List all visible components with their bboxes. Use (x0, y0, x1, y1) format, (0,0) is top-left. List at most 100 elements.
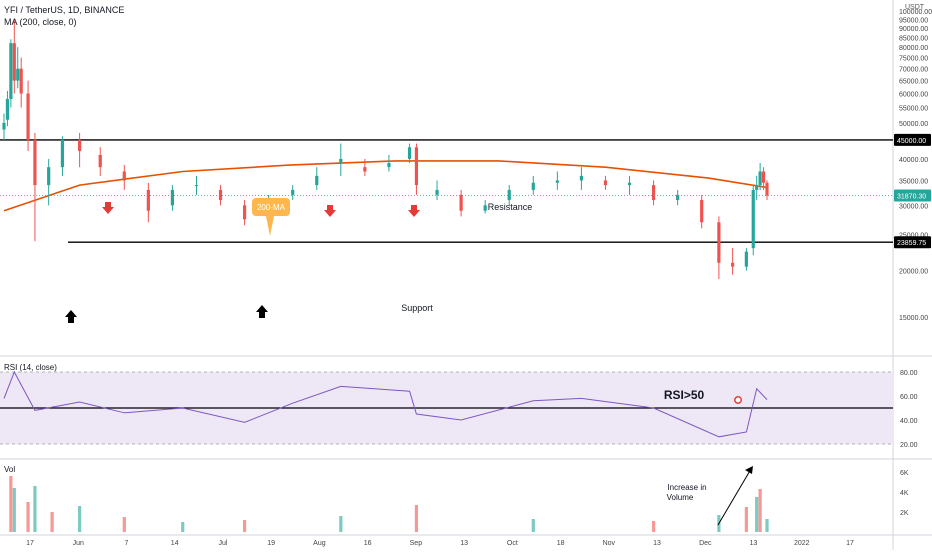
x-tick-label: 18 (557, 540, 565, 547)
volume-bar (758, 489, 762, 532)
volume-bar (651, 521, 656, 532)
candle-body (9, 43, 13, 100)
x-tick-label: 17 (846, 540, 854, 547)
volume-bar (414, 505, 419, 532)
rsi-tick-label: 20.00 (900, 442, 918, 449)
candle-body (16, 68, 20, 81)
price-tick-label: 15000.00 (899, 315, 928, 322)
resistance-price-badge (894, 133, 931, 146)
ma-callout-pointer (266, 216, 274, 236)
candle-body (26, 93, 30, 140)
volume-tick-label: 6K (900, 470, 909, 477)
x-tick-label: 13 (653, 540, 661, 547)
x-tick-label: Jun (73, 540, 84, 547)
volume-bar (755, 497, 759, 532)
price-tick-label: 90000.00 (899, 26, 928, 33)
volume-bar (9, 476, 13, 532)
x-tick-label: Aug (313, 540, 326, 547)
price-tick-label: 60000.00 (899, 92, 928, 99)
candle-body (60, 139, 65, 168)
price-tick-label: 75000.00 (899, 56, 928, 63)
resistance-annotation: Resistance (488, 202, 533, 212)
rsi-tick-label: 40.00 (900, 418, 918, 425)
price-tick-label: 95000.00 (899, 17, 928, 24)
volume-tick-label: 2K (900, 510, 909, 517)
candle-body (170, 189, 175, 206)
x-tick-label: Jul (218, 540, 227, 547)
ma-callout-label: 200-MA (257, 203, 286, 212)
last-price-badge (894, 189, 931, 202)
candle-body (717, 222, 721, 263)
candle-body (12, 43, 16, 81)
volume-bar (765, 519, 769, 532)
candle-body (291, 189, 295, 195)
candle-body (339, 158, 343, 163)
candle-body (765, 182, 769, 196)
candle-body (507, 189, 511, 200)
candle-body (146, 189, 150, 211)
volume-increase-arrowhead (745, 466, 753, 474)
resistance-test-arrow (324, 205, 336, 217)
x-tick-label: 2022 (794, 540, 810, 547)
candle-body (407, 147, 412, 159)
x-tick-label: 16 (364, 540, 372, 547)
price-tick-label: 65000.00 (899, 79, 928, 86)
volume-bar (181, 522, 185, 532)
volume-legend: Vol (4, 465, 16, 474)
candle-body (363, 167, 367, 172)
volume-bar (78, 506, 82, 532)
x-tick-label: 13 (750, 540, 758, 547)
support-price-label: 23859.75 (897, 240, 926, 247)
volume-annotation-line2: Volume (667, 493, 694, 502)
candle-body (603, 180, 608, 186)
candle-body (676, 194, 680, 200)
candle-body (744, 251, 748, 267)
x-tick-label: 14 (171, 540, 179, 547)
price-tick-label: 100000.00 (899, 9, 932, 16)
price-tick-label: 40000.00 (899, 157, 928, 164)
resistance-test-arrow (408, 205, 420, 217)
ma-callout-box (252, 198, 290, 216)
candle-body (555, 180, 559, 183)
price-tick-label: 25000.00 (899, 233, 928, 240)
volume-bar (50, 512, 54, 532)
candle-body (218, 189, 223, 200)
resistance-test-arrow (102, 202, 114, 214)
candle-body (459, 194, 463, 211)
candle-body (122, 171, 126, 181)
support-test-arrow (256, 305, 268, 318)
price-tick-label: 35000.00 (899, 178, 928, 185)
chart-title: YFI / TetherUS, 1D, BINANCE (4, 5, 125, 15)
rsi-legend: RSI (14, close) (4, 363, 57, 372)
candle-body (242, 205, 247, 220)
x-tick-label: 17 (26, 540, 34, 547)
candle-body (98, 154, 102, 168)
candle-body (761, 171, 766, 183)
candle-body (194, 185, 199, 187)
candle-body (78, 139, 82, 152)
candle-body (414, 147, 419, 186)
candle-body (531, 182, 535, 190)
x-tick-label: Sep (410, 540, 423, 547)
price-tick-label: 30000.00 (899, 203, 928, 210)
candle-body (315, 175, 319, 186)
volume-bar (339, 516, 343, 532)
price-unit-label: USDT (905, 4, 925, 11)
ma200-line (3, 160, 768, 212)
candle-body (483, 205, 487, 211)
x-tick-label: Oct (507, 540, 518, 547)
price-tick-label: 20000.00 (899, 269, 928, 276)
last-price-label: 31870.30 (897, 194, 926, 201)
rsi-marker-icon (734, 396, 742, 404)
support-price-badge (894, 236, 931, 249)
price-tick-label: 70000.00 (899, 67, 928, 74)
candle-body (5, 99, 10, 120)
candle-body (751, 189, 755, 249)
candle-body (387, 162, 391, 168)
candle-body (47, 167, 51, 186)
candle-body (627, 182, 632, 186)
ma-legend: MA (200, close, 0) (4, 17, 77, 27)
volume-bar (33, 486, 37, 532)
